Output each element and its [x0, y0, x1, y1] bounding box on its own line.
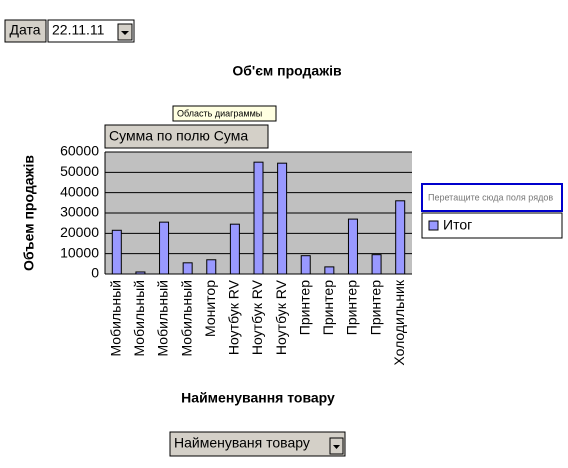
x-tick-label: Принтер — [367, 280, 383, 335]
series-drop-hint: Перетащите сюда поля рядов — [428, 192, 553, 202]
x-tick-label: Принтер — [344, 280, 360, 335]
row-field[interactable]: Найменуваня товару — [174, 435, 310, 451]
bar — [324, 266, 335, 275]
data-field-button[interactable] — [104, 124, 269, 149]
x-tick-label: Ноутбук RV — [273, 279, 289, 355]
x-tick-label: Холодильник — [391, 279, 407, 365]
chart-title: Об'єм продажів — [232, 63, 342, 79]
page-value-box[interactable] — [47, 19, 135, 43]
x-tick-label: Монитор — [202, 280, 218, 337]
bar — [111, 229, 122, 275]
x-tick-label: Мобильный — [131, 280, 147, 357]
x-axis-label: Найменування товару — [181, 390, 335, 406]
x-tick-label: Мобильный — [155, 280, 171, 357]
tooltip-box — [172, 105, 277, 122]
x-tick-label: Ноутбук RV — [249, 279, 265, 355]
y-tick-label: 50000 — [60, 163, 99, 179]
series-drop-zone[interactable] — [421, 183, 563, 212]
bar — [135, 271, 146, 275]
y-tick-label: 40000 — [60, 183, 99, 199]
x-tick-label: Ноутбук RV — [226, 279, 242, 355]
page-field[interactable]: Дата — [9, 22, 40, 38]
bar — [159, 221, 170, 275]
bar — [182, 262, 193, 275]
y-tick-label: 10000 — [60, 244, 99, 260]
bar — [206, 259, 217, 275]
bar — [300, 255, 311, 275]
x-tick-label: Принтер — [320, 280, 336, 335]
page-value[interactable]: 22.11.11 — [52, 22, 105, 38]
row-field-button[interactable] — [169, 431, 346, 457]
bar — [395, 200, 406, 275]
y-tick-label: 20000 — [60, 224, 99, 240]
x-tick-label: Принтер — [296, 280, 312, 335]
bar — [371, 254, 382, 275]
page-field-button[interactable] — [4, 19, 47, 43]
bar — [277, 162, 288, 275]
arrow-icon — [121, 31, 129, 35]
legend-label: Итог — [443, 217, 472, 233]
legend — [421, 212, 563, 239]
y-tick-label: 30000 — [60, 204, 99, 220]
bar — [253, 161, 264, 275]
arrow-icon — [333, 445, 340, 449]
x-tick-label: Мобильный — [108, 280, 124, 357]
legend-swatch — [428, 220, 439, 231]
y-axis-label: Объем продажів — [21, 155, 37, 271]
y-tick-label: 60000 — [60, 143, 99, 159]
y-tick-label: 0 — [91, 265, 99, 281]
bar — [229, 223, 240, 275]
data-field[interactable]: Сумма по полю Сума — [109, 128, 248, 144]
tooltip: Область диаграммы — [177, 108, 262, 118]
bar — [347, 218, 358, 275]
x-tick-label: Мобильный — [178, 280, 194, 357]
